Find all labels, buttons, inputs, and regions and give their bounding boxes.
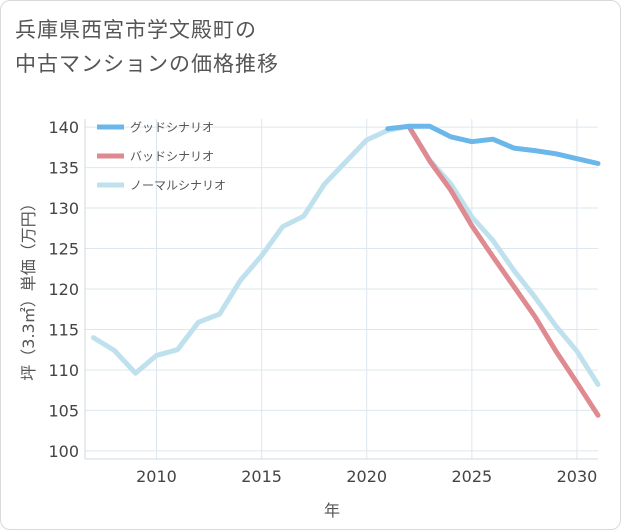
x-tick-label: 2030	[557, 467, 598, 486]
y-tick-label: 125	[48, 240, 79, 259]
axes: 100 105 110 115 120 125 130 135 140 2010 2015 2020 2…	[48, 118, 598, 486]
y-axis-title: 坪（3.3㎡）単価（万円）	[19, 195, 38, 380]
legend-label: ノーマルシナリオ	[130, 179, 226, 193]
y-tick-label: 115	[48, 320, 79, 339]
legend-label: バッドシナリオ	[130, 150, 214, 164]
x-axis-title: 年	[324, 501, 340, 520]
y-tick-label: 135	[48, 159, 79, 178]
chart-title-line-2: 中古マンションの価格推移	[15, 52, 279, 76]
y-tick-label: 130	[48, 199, 79, 218]
x-tick-label: 2025	[451, 467, 492, 486]
x-tick-label: 2010	[136, 467, 177, 486]
series-line-bad	[406, 123, 601, 418]
y-tick-label: 140	[48, 118, 79, 137]
y-tick-label: 110	[48, 361, 79, 380]
series-lines	[90, 123, 601, 418]
x-tick-label: 2015	[241, 467, 282, 486]
y-tick-label: 100	[48, 442, 79, 461]
y-tick-label: 120	[48, 280, 79, 299]
legend-label: グッドシナリオ	[130, 121, 214, 135]
chart-title-line-1: 兵庫県西宮市学文殿町の	[15, 18, 257, 42]
grid-lines	[85, 119, 598, 459]
y-tick-label: 105	[48, 401, 79, 420]
x-tick-label: 2020	[346, 467, 387, 486]
series-line-normal	[90, 123, 601, 387]
chart-title: 兵庫県西宮市学文殿町の 中古マンションの価格推移	[15, 13, 279, 81]
series-line-good	[385, 123, 601, 166]
